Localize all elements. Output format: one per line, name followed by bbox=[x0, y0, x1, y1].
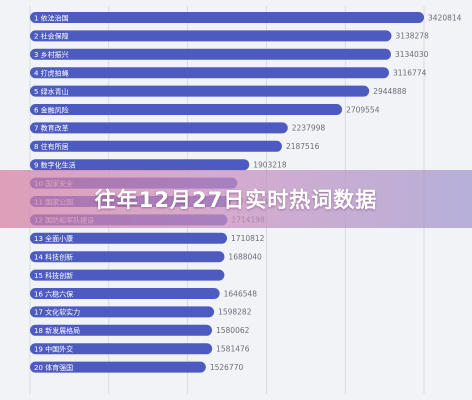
bar-value-label: 1581476 bbox=[216, 345, 250, 354]
bar-value-label: 1710812 bbox=[231, 234, 265, 243]
bar-value-label: 3138278 bbox=[395, 32, 429, 41]
bar bbox=[30, 251, 225, 263]
bar-category-label: 17 文化软实力 bbox=[34, 308, 80, 317]
bar-category-label: 5 绿水青山 bbox=[34, 87, 69, 96]
bar bbox=[30, 159, 250, 171]
bar bbox=[30, 306, 215, 318]
bar bbox=[30, 30, 392, 42]
bar-category-label: 18 新发展格局 bbox=[34, 326, 80, 335]
bar-category-label: 1 依法治国 bbox=[34, 13, 69, 22]
bar bbox=[30, 12, 424, 23]
bar-category-label: 9 数字化生活 bbox=[34, 161, 76, 170]
bar bbox=[30, 288, 220, 299]
bar-value-label: 3134030 bbox=[395, 50, 429, 59]
title-banner: 往年12月27日实时热词数据 bbox=[0, 170, 472, 228]
bar-category-label: 8 住有所居 bbox=[34, 142, 69, 151]
bar-value-label: 1903218 bbox=[253, 161, 287, 170]
bar-value-label: 3116774 bbox=[393, 69, 427, 78]
bar bbox=[30, 324, 212, 336]
bar-category-label: 7 教育改革 bbox=[34, 124, 69, 133]
bar-category-label: 14 科技创新 bbox=[34, 253, 73, 262]
bar-value-label: 1526770 bbox=[210, 363, 244, 372]
bar-value-label: 2187516 bbox=[286, 142, 320, 151]
bar bbox=[30, 67, 389, 79]
bar bbox=[30, 104, 343, 115]
bar-category-label: 4 打虎拍蝇 bbox=[34, 69, 69, 78]
bar bbox=[30, 48, 391, 60]
bar-category-label: 2 社会保障 bbox=[34, 32, 69, 41]
bar bbox=[30, 232, 228, 244]
bar-value-label: 2237998 bbox=[292, 124, 326, 133]
bar bbox=[30, 140, 282, 152]
bar-value-label: 3420814 bbox=[428, 13, 462, 22]
bar-value-label: 2944888 bbox=[373, 87, 407, 96]
bar-category-label: 15 科技创新 bbox=[34, 271, 73, 280]
bar-value-label: 1598282 bbox=[218, 308, 252, 317]
bar-value-label: 1580062 bbox=[216, 326, 250, 335]
bar-category-label: 16 六稳六保 bbox=[34, 289, 73, 298]
bar bbox=[30, 343, 213, 355]
bar-category-label: 19 中国外交 bbox=[34, 345, 73, 354]
bar-category-label: 3 乡村振兴 bbox=[34, 50, 69, 59]
bar-value-label: 1646548 bbox=[224, 289, 258, 298]
bar-value-label: 2709554 bbox=[346, 105, 380, 114]
bar bbox=[30, 269, 225, 281]
bar bbox=[30, 85, 370, 97]
bar bbox=[30, 122, 288, 134]
bar-category-label: 13 全面小康 bbox=[34, 234, 73, 243]
bar bbox=[30, 361, 206, 373]
bar-category-label: 6 金融风险 bbox=[34, 105, 69, 114]
bar-category-label: 20 体育强国 bbox=[34, 363, 73, 372]
banner-title: 往年12月27日实时热词数据 bbox=[94, 188, 378, 212]
bar-value-label: 1688040 bbox=[228, 253, 262, 262]
